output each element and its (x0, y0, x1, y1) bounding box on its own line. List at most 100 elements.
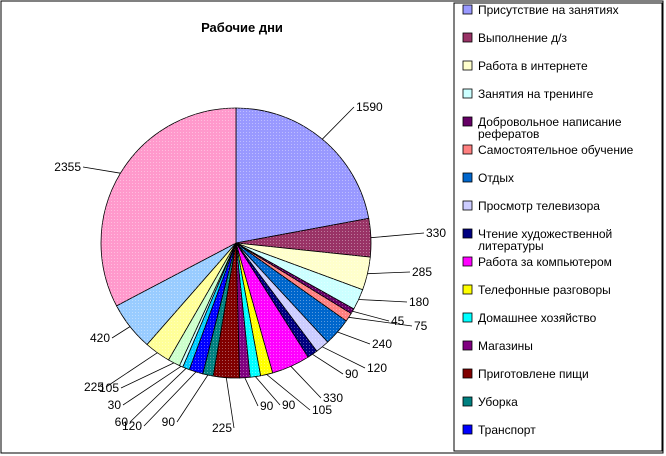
pie-slice-texture (101, 108, 237, 306)
legend-label: Уборка (478, 395, 518, 409)
legend-label: Чтение художественной (478, 227, 612, 241)
legend-label: Отдых (478, 171, 514, 185)
leader-lines (82, 106, 425, 429)
pie-slice-texture (236, 243, 261, 378)
leader-line (322, 106, 355, 140)
legend-label: Транспорт (478, 423, 536, 437)
pie-slice-texture (236, 108, 369, 243)
pie-slice-texture (236, 243, 273, 376)
data-label: 1590 (356, 100, 383, 114)
pie-slice-texture (213, 243, 240, 378)
data-label: 90 (345, 367, 359, 381)
leader-line (143, 371, 197, 427)
legend-swatch (462, 144, 473, 155)
pie-slice-texture (236, 243, 251, 378)
pie-slices (100, 107, 372, 379)
legend-label: Выполнение д/з (478, 31, 568, 45)
legend-label: Добровольное написание (478, 115, 622, 129)
data-label: 225 (84, 380, 104, 394)
legend-label: Просмотр телевизора (478, 199, 600, 213)
legend-swatch (462, 284, 473, 295)
legend-swatch (462, 116, 473, 127)
data-label: 285 (412, 265, 432, 279)
legend-label: Работа в интернете (478, 59, 588, 73)
pie-slice-texture (116, 243, 236, 345)
legend-swatch (462, 4, 473, 15)
leader-line (244, 377, 259, 407)
pie-slice-texture (236, 243, 371, 290)
legend-label: Самостоятельное обучение (478, 143, 634, 157)
data-label: 75 (414, 319, 428, 333)
data-label: 120 (367, 361, 387, 375)
legend-swatch (462, 88, 473, 99)
leader-line (367, 271, 411, 275)
leader-line (352, 310, 390, 322)
legend-swatch (462, 424, 473, 435)
data-label: 90 (282, 398, 296, 412)
legend-label: Магазины (478, 339, 533, 353)
pie-slice-texture (236, 243, 352, 321)
leader-line (337, 331, 371, 345)
legend-swatch (462, 312, 473, 323)
legend-label: Домашнее хозяйство (478, 311, 597, 325)
legend-swatch (462, 340, 473, 351)
legend-swatch (462, 396, 473, 407)
legend-swatch (462, 368, 473, 379)
legend: Присутствие на занятиях Выполнение д/з Раб… (462, 3, 634, 437)
data-label: 30 (108, 398, 122, 412)
leader-line (82, 166, 121, 174)
leader-line (225, 377, 235, 429)
pie-slice-texture (236, 218, 371, 258)
leader-line (348, 316, 413, 327)
data-label: 90 (260, 399, 274, 413)
leader-line (358, 299, 408, 303)
leader-line (129, 368, 187, 423)
legend-box (453, 2, 663, 452)
pie-slice-texture (146, 243, 236, 360)
data-label: 105 (99, 381, 119, 395)
legend-label: Занятия на тренинге (478, 87, 594, 101)
legend-swatch (462, 32, 473, 43)
leader-line (255, 376, 281, 406)
leader-line (290, 366, 322, 399)
pie-slice-texture (236, 243, 363, 309)
data-label: 330 (323, 391, 343, 405)
data-label: 105 (312, 403, 332, 417)
legend-label: Присутствие на занятиях (478, 3, 619, 17)
legend-swatch (462, 172, 473, 183)
data-label: 90 (162, 415, 176, 429)
legend-label: Телефонные разговоры (478, 283, 611, 297)
legend-label: рефератов (478, 127, 539, 141)
leader-line (370, 232, 425, 239)
legend-swatch (462, 60, 473, 71)
pie-slice-texture (236, 243, 328, 352)
pie-slice-texture (236, 243, 347, 343)
data-label: 45 (391, 314, 405, 328)
leader-line (105, 352, 158, 388)
data-label: 330 (426, 226, 446, 240)
leader-line (120, 362, 175, 389)
legend-label: Работа за компьютером (478, 255, 612, 269)
leader-line (312, 353, 344, 375)
legend-swatch (462, 228, 473, 239)
leader-line (176, 374, 209, 423)
data-label: 180 (409, 295, 429, 309)
leader-line (111, 326, 131, 339)
legend-label: литературы (478, 239, 544, 253)
legend-swatch (462, 200, 473, 211)
data-label: 60 (115, 415, 129, 429)
data-label: 240 (372, 337, 392, 351)
legend-swatch (462, 256, 473, 267)
leader-line (122, 365, 182, 406)
data-label: 120 (122, 419, 142, 433)
legend-label: Приготовлене пищи (478, 367, 589, 381)
pie-slice-texture (236, 243, 309, 373)
leader-line (322, 346, 366, 369)
data-label: 420 (90, 331, 110, 345)
pie-slice-texture (168, 243, 236, 366)
data-label: 2355 (54, 160, 81, 174)
pie-slice-texture (236, 243, 317, 358)
chart-title: Рабочие дни (201, 20, 283, 35)
